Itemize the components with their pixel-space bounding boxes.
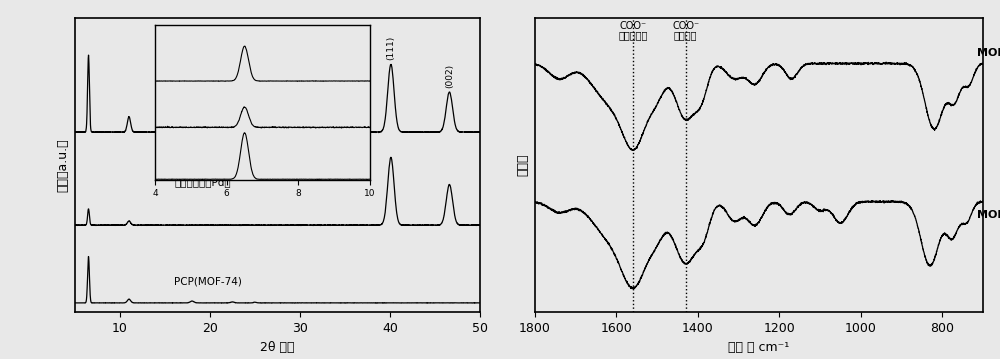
Text: COO⁻: COO⁻ — [672, 21, 699, 31]
Text: MOF-74-Pd: MOF-74-Pd — [977, 210, 1000, 220]
Text: MOF-74: MOF-74 — [977, 48, 1000, 58]
Y-axis label: 透光率: 透光率 — [516, 154, 529, 176]
Text: (111): (111) — [386, 36, 395, 60]
X-axis label: 2θ ／度: 2θ ／度 — [260, 341, 295, 354]
X-axis label: 波数 ／ cm⁻¹: 波数 ／ cm⁻¹ — [728, 341, 790, 354]
Text: PCP(MOF-74): PCP(MOF-74) — [174, 276, 242, 286]
Y-axis label: 强度（a.u.）: 强度（a.u.） — [56, 138, 69, 192]
Text: (002): (002) — [445, 64, 454, 88]
Text: 反对称伸缩: 反对称伸缩 — [618, 30, 647, 40]
Text: COO⁻: COO⁻ — [619, 21, 646, 31]
Text: 活性金属种（Pd）: 活性金属种（Pd） — [174, 177, 231, 187]
Text: MOF-74-Pd: MOF-74-Pd — [282, 90, 339, 101]
Text: 对称伸缩: 对称伸缩 — [674, 30, 697, 40]
